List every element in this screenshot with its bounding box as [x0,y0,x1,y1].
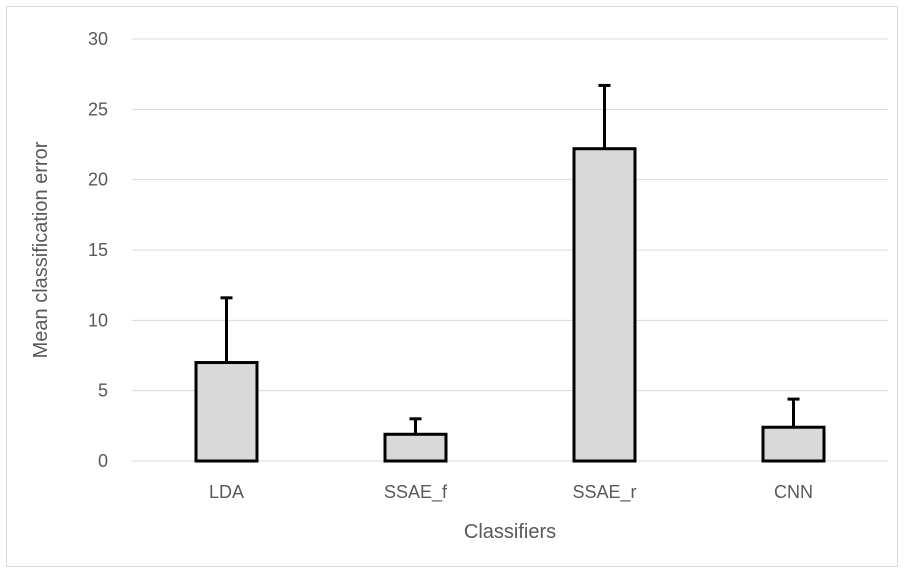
x-tick-label: CNN [774,482,813,502]
x-axis-title: Classifiers [464,521,556,543]
chart-area [6,6,898,567]
bar-cnn [761,425,826,463]
x-tick-label: SSAE_r [572,482,636,503]
y-tick-label: 30 [88,29,108,49]
x-tick-label: LDA [209,482,244,502]
y-tick-label: 25 [88,99,108,119]
bar-ssae_r [572,147,637,463]
y-tick-label: 5 [98,381,108,401]
y-axis-title: Mean classification error [30,141,52,358]
x-tick-label: SSAE_f [384,482,448,503]
y-tick-label: 20 [88,170,108,190]
y-tick-label: 15 [88,240,108,260]
y-tick-label: 0 [98,451,108,471]
y-axis-ticks: 0 5 10 15 20 25 30 [88,29,108,471]
bar-ssae_f [383,432,448,463]
y-tick-label: 10 [88,310,108,330]
bars [194,83,826,463]
x-axis-ticks: LDA SSAE_f SSAE_r CNN [209,482,813,503]
bar-lda [194,361,259,463]
